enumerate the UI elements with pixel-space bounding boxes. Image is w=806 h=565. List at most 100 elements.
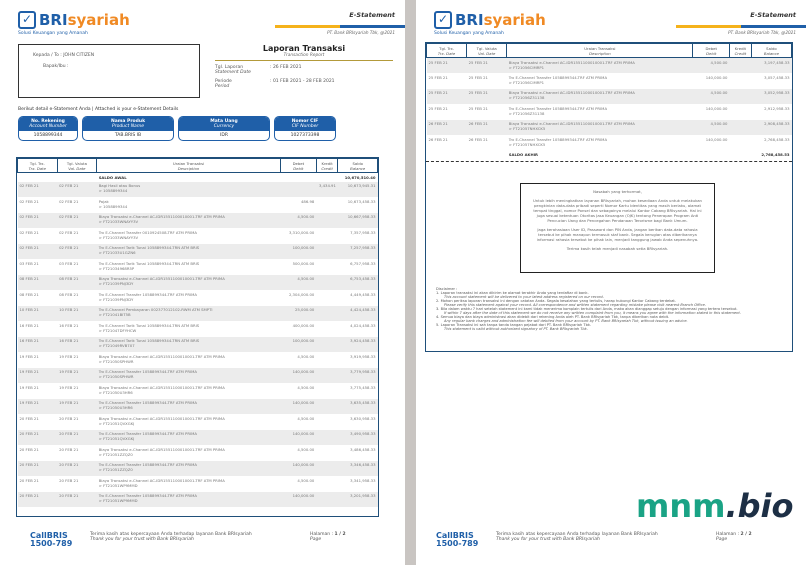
credit (316, 305, 338, 321)
logo-bri: BRI (455, 11, 484, 29)
trx-date: 25 FEB 21 (426, 88, 467, 104)
value-date: 26 FEB 21 (468, 136, 488, 142)
column-label-en: Trx. Date (28, 165, 46, 171)
balance: 4,449,458.33 (350, 291, 376, 297)
period-label-en: Period (215, 84, 230, 89)
balance: 3,635,458.33 (337, 398, 378, 414)
trx-date: 20 FEB 21 (17, 429, 58, 445)
reference: > FT21057NHXCK5 (508, 126, 546, 131)
reference: > FT21050SPHWR (98, 374, 134, 379)
column-label: Uraian Transaksi (172, 160, 205, 166)
report-title: Laporan Transaksi (262, 44, 346, 53)
column-label-en: Balance (763, 50, 779, 56)
description: Biaya Transaksi e-Channel AC-IDR15511000… (97, 476, 281, 492)
card-label: No. Rekening (31, 119, 65, 124)
debit: 140,000.00 (280, 398, 317, 414)
balance: 10,673,945.31 (337, 181, 378, 197)
disclaimer-text: 3. Bila dalam waktu 7 hari setelah state… (436, 307, 738, 311)
date-label-en: Statement Date (215, 70, 251, 75)
debit: 500,000.00 (292, 260, 315, 266)
column-header: Debet Debit (692, 43, 730, 58)
closing-label: SALDO AKHIR (508, 152, 538, 157)
credit (729, 88, 752, 104)
card-value: TAB.BRIS IB (114, 133, 142, 138)
table-row: 20 FEB 21 20 FEB 21 Biaya Transaksi e-Ch… (18, 476, 378, 492)
debit: 140,000.00 (280, 429, 317, 445)
balance: 7,357,958.33 (350, 229, 376, 235)
balance: 3,779,958.33 (337, 367, 378, 383)
table-row: 19 FEB 21 19 FEB 21 Trx E-Channel Transf… (17, 398, 378, 414)
balance: 3,924,458.33 (337, 336, 378, 352)
description: Biaya Transaksi e-Channel AC-IDR15511000… (97, 383, 281, 399)
table-row: 19 FEB 21 19 FEB 21 Biaya Transaksi e-Ch… (18, 383, 378, 399)
column-label: Kredit (734, 45, 747, 51)
description: Trx E-Channel Transfer 1058899344-TRF AT… (507, 73, 693, 89)
reference: > FT21033U1GZN6 (98, 250, 136, 255)
table-row: 16 FEB 21 16 FEB 21 Trx E-Channel Tarik … (17, 336, 378, 352)
value-date: 19 FEB 21 (57, 398, 97, 414)
page-label: Halaman : (310, 532, 334, 537)
logo-syariah: syariah (67, 11, 130, 29)
value-date: 25 FEB 21 (466, 57, 507, 73)
disclaimer-item: 4. Semua biaya dan biaya administrasi ak… (436, 315, 796, 323)
value-date: 20 FEB 21 (57, 429, 97, 445)
value-date: 19 FEB 21 (59, 384, 79, 390)
table-row: 10 FEB 21 10 FEB 21 Trx E-Channel Pembay… (17, 305, 378, 321)
logo-bri: BRI (39, 11, 68, 29)
transaction-table: Tgl. Trx. Trx. Date Tgl. Valuta Val. Date Ur… (16, 157, 379, 517)
description-text: Trx E-Channel Tarik Tunai 1058899344-TRN… (98, 245, 200, 250)
description-text: Trx E-Channel Transfer 1058899344-TRF AT… (98, 291, 197, 297)
reference: > FT21039PNJ3DY (98, 281, 134, 286)
credit (316, 228, 338, 244)
page-label-en: Page (716, 537, 728, 542)
trx-date: 08 FEB 21 (17, 274, 58, 290)
debit: 100,000.00 (280, 243, 317, 259)
description-text: Trx E-Channel Transfer 1058899344-TRF AT… (98, 493, 197, 498)
credit (316, 429, 338, 445)
reference: > FT21050U3HR6 (98, 405, 133, 410)
trx-date: 16 FEB 21 (17, 336, 58, 352)
column-header: Kredit Credit (728, 43, 752, 58)
account-card: No. Rekening Account Number 1058899344 (18, 116, 78, 141)
closing-balance-row: SALDO AKHIR 2,768,458.53 (427, 151, 792, 160)
card-label-en: Account Number (29, 124, 67, 129)
balance: 10,673,458.33 (347, 198, 376, 204)
value-date: 10 FEB 21 (57, 305, 97, 321)
notice-paragraph: Nasabah yang terhormat, (593, 189, 642, 194)
bri-syariah-logo: ✓ BRI syariah (434, 11, 546, 29)
page-number: 2 / 2 (740, 532, 752, 537)
debit: 140,000.00 (280, 491, 317, 507)
column-label-en: Credit (734, 50, 747, 56)
watermark-part-1: mnm (636, 487, 726, 525)
value-date: 16 FEB 21 (57, 336, 97, 352)
disclaimer-text: 4. Semua biaya dan biaya administrasi ak… (436, 315, 670, 319)
value-date: 20 FEB 21 (57, 491, 97, 507)
table-row: 02 FEB 21 02 FEB 21 Trx E-Channel Tarik … (17, 243, 378, 259)
reference: > FT21033WNAYY3V (98, 234, 139, 240)
account-card: Nomor CIF CIF Number 1027373398 (274, 116, 336, 141)
debit: 4,500.00 (692, 119, 730, 135)
debit: 140,000.00 (280, 460, 317, 476)
description-text: Biaya Transaksi e-Channel AC-IDR15511000… (508, 59, 635, 65)
reference: > FT21033WNAYY3V (98, 219, 139, 224)
trx-date: 16 FEB 21 (19, 322, 39, 328)
description: Trx E-Channel Tarik Tunai 1058899344-TRN… (97, 321, 281, 337)
value-date: 26 FEB 21 (466, 119, 507, 135)
column-label: Uraian Transaksi (584, 45, 616, 51)
reference: > FT21041BIT5B (98, 312, 131, 317)
reference: > 1058899344 (98, 203, 128, 209)
reference: > FT21051ZZQZ0 (98, 451, 133, 457)
description-text: Biaya Transaksi e-Channel AC-IDR15511000… (98, 353, 225, 359)
trx-date: 02 FEB 21 (19, 198, 39, 204)
disclaimer-text: 2. Mohon periksa laporan transaksi ini d… (436, 299, 676, 303)
table-row: 20 FEB 21 20 FEB 21 Trx E-Channel Transf… (17, 491, 378, 507)
description: Bagi Hasil atau Bonus > 1058899344 (96, 181, 281, 197)
estatement-title: E-Statement (750, 11, 796, 19)
debit: 486.98 (301, 198, 315, 204)
callbris-number: 1500-789 (436, 539, 479, 548)
value-date: 25 FEB 21 (468, 105, 488, 111)
reference: > FT21034968R5P (98, 265, 135, 271)
disclaimer-text: 1. Laporan transaksi ini akan dikirim ke… (436, 291, 589, 295)
debit: 4,500.00 (297, 353, 315, 359)
logo-syariah: syariah (483, 11, 546, 29)
